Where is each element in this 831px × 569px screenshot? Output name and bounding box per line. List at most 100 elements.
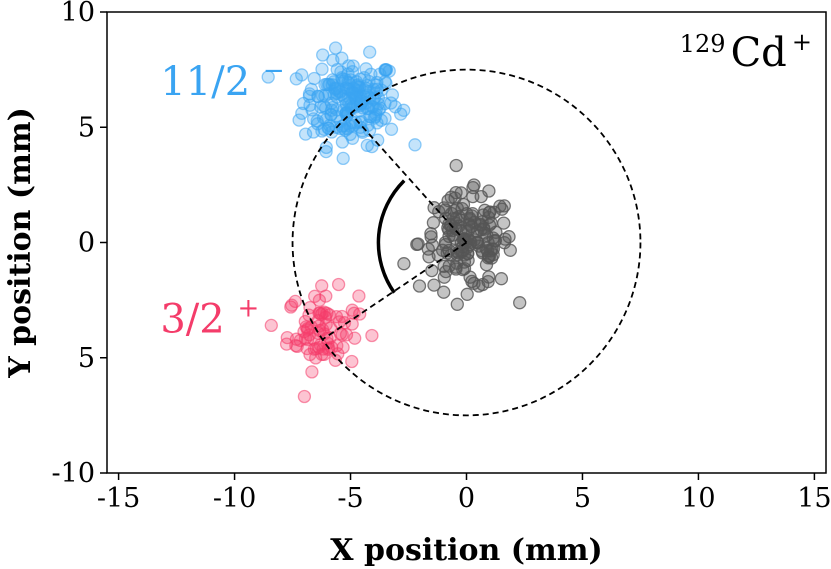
data-point <box>460 287 474 301</box>
data-point <box>456 243 470 258</box>
data-point <box>437 285 451 299</box>
overlay-layer <box>291 68 642 417</box>
y-tick-label: 5 <box>78 112 95 143</box>
data-point <box>341 107 355 121</box>
data-point <box>412 279 427 293</box>
data-point <box>264 318 278 333</box>
data-point <box>311 314 325 328</box>
y-tick-label: 10 <box>61 0 95 28</box>
title-element: Cd <box>731 30 787 76</box>
x-tick-label: 5 <box>574 483 591 514</box>
data-point <box>449 185 463 200</box>
title-mass-number: 129 <box>680 30 726 58</box>
data-point <box>319 144 333 159</box>
y-tick-label: -10 <box>52 458 95 489</box>
data-point <box>307 71 321 86</box>
data-point <box>328 41 343 55</box>
data-point <box>435 243 450 257</box>
data-point <box>494 272 509 286</box>
data-point <box>384 96 398 110</box>
angle-arc <box>376 179 406 294</box>
series-label-3-2-text: 3/2 <box>160 296 224 342</box>
series-0-points <box>261 41 422 166</box>
data-point <box>322 121 336 135</box>
data-point <box>280 330 294 345</box>
data-point <box>298 314 312 329</box>
data-point <box>408 138 422 152</box>
data-point <box>442 259 456 273</box>
data-point <box>410 237 424 252</box>
data-point <box>502 230 516 244</box>
data-point <box>355 124 369 138</box>
data-point <box>467 178 481 192</box>
data-point <box>427 278 441 292</box>
data-point <box>482 270 496 284</box>
data-point <box>444 206 459 221</box>
data-point <box>441 193 455 208</box>
data-point <box>481 274 495 289</box>
dashed-circle <box>291 68 642 417</box>
data-point <box>450 297 464 311</box>
data-point <box>397 103 411 117</box>
y-tick-label: 5 <box>78 343 95 374</box>
data-point <box>438 235 453 250</box>
data-point <box>351 78 365 92</box>
data-point <box>486 242 501 256</box>
data-point <box>316 48 330 62</box>
data-point <box>503 243 517 257</box>
series-label-3-2-plus: 3/2 + <box>160 293 259 342</box>
data-point <box>437 270 451 284</box>
data-point <box>465 209 479 223</box>
data-point <box>331 277 346 292</box>
data-point <box>332 315 347 329</box>
data-point <box>424 227 438 241</box>
series-2-points <box>397 158 527 311</box>
data-point <box>497 216 511 230</box>
data-point <box>426 216 441 230</box>
series-1-points <box>264 277 379 404</box>
data-point <box>482 218 497 232</box>
data-point <box>298 127 313 141</box>
data-point <box>297 389 312 404</box>
data-point <box>363 45 377 59</box>
data-point <box>319 317 333 332</box>
data-point <box>465 274 479 289</box>
data-point <box>365 328 379 343</box>
x-tick-label: -15 <box>97 483 140 514</box>
data-point <box>329 81 344 96</box>
data-point <box>311 89 326 104</box>
data-point <box>495 202 509 216</box>
data-point <box>378 63 392 77</box>
x-tick-label: 10 <box>681 483 715 514</box>
series-label-11-2-sign: − <box>263 56 285 86</box>
data-point <box>452 210 466 224</box>
dashed-ray-1 <box>322 241 468 341</box>
data-point <box>478 203 492 217</box>
data-point <box>338 123 353 137</box>
data-point <box>479 258 494 272</box>
dashed-ray-0 <box>349 112 468 244</box>
data-point <box>365 139 379 154</box>
series-label-11-2-minus: 11/2 − <box>160 56 284 105</box>
data-point <box>322 308 337 322</box>
title-charge: + <box>792 28 812 56</box>
data-point <box>318 101 333 115</box>
data-point <box>336 151 350 166</box>
x-tick-label: 0 <box>458 483 475 514</box>
data-point <box>384 122 399 136</box>
data-point <box>292 113 306 127</box>
series-label-11-2-text: 11/2 <box>160 59 250 105</box>
data-point <box>312 293 327 307</box>
data-point <box>315 62 329 76</box>
data-point <box>449 158 463 173</box>
data-point <box>305 365 319 379</box>
chart-title: 129 Cd + <box>680 28 812 76</box>
data-point <box>348 331 362 345</box>
data-point <box>261 70 275 84</box>
y-axis-title: Y position (mm) <box>3 107 38 379</box>
x-axis-title: X position (mm) <box>330 533 602 568</box>
y-tick-label: 0 <box>78 228 95 259</box>
data-point <box>289 72 303 86</box>
